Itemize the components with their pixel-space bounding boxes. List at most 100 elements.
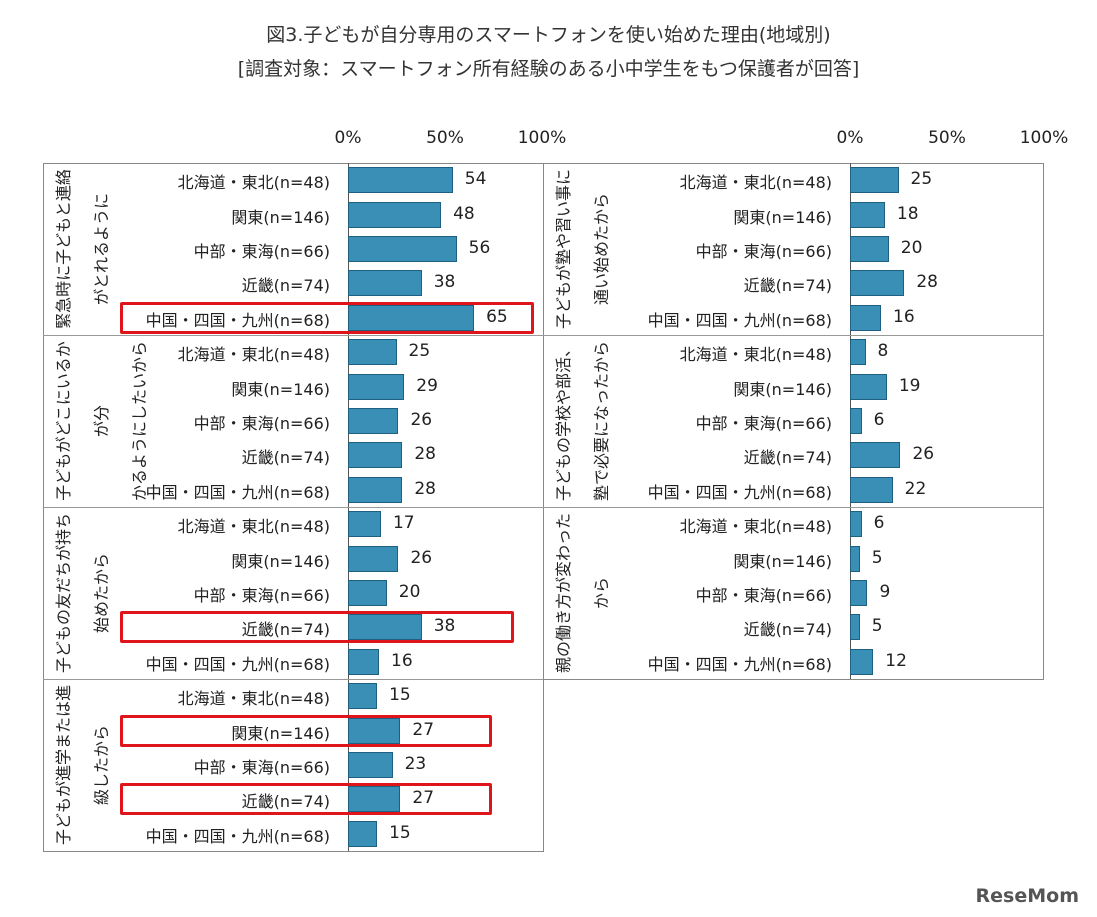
bar xyxy=(850,270,905,297)
bar xyxy=(348,236,457,262)
region-label: 北海道・東北(n=48) xyxy=(177,173,330,193)
chart-title: 図3.子どもが自分専用のスマートフォンを使い始めた理由(地域別) xyxy=(266,24,831,46)
region-label: 北海道・東北(n=48) xyxy=(177,517,330,537)
bar xyxy=(850,167,899,194)
group-divider xyxy=(543,335,1043,336)
bar xyxy=(348,614,422,641)
data-label: 28 xyxy=(414,478,436,499)
bar xyxy=(348,408,399,434)
bar xyxy=(348,580,387,606)
data-label: 22 xyxy=(904,478,927,499)
group-label-line: 始めたから xyxy=(92,553,111,634)
bar xyxy=(850,304,882,331)
group-label-line: から xyxy=(592,577,611,610)
bar xyxy=(348,373,405,400)
data-label: 8 xyxy=(877,341,889,362)
data-label: 26 xyxy=(410,410,433,430)
highlight-box xyxy=(120,783,493,816)
highlight-box xyxy=(120,714,493,747)
data-label: 28 xyxy=(916,272,938,293)
region-label: 中国・四国・九州(n=68) xyxy=(145,654,330,674)
resemom-logo: ReseMom xyxy=(975,885,1079,907)
group-label-line: 級したから xyxy=(92,725,111,806)
chart-subtitle: [調査対象：スマートフォン所有経験のある小中学生をもつ保護者が回答] xyxy=(237,58,860,80)
bar xyxy=(850,201,885,228)
region-label: 近畿(n=74) xyxy=(241,792,330,812)
group-label: 子どもが進学または進 級したから xyxy=(45,679,121,851)
region-label: 北海道・東北(n=48) xyxy=(177,689,330,709)
axis-tick-label: 50% xyxy=(426,128,464,148)
group-label: 子どもがどこにいるかが分 かるようにしたいから xyxy=(45,335,159,507)
axis-tick-label: 100% xyxy=(517,128,567,148)
data-label: 25 xyxy=(910,169,933,190)
data-label: 15 xyxy=(389,822,411,843)
region-label: 関東(n=146) xyxy=(231,379,330,399)
region-label: 近畿(n=74) xyxy=(241,620,330,640)
data-label: 56 xyxy=(468,238,491,258)
group-label-line: 子どもがどこにいるかが分 xyxy=(54,341,111,501)
region-label: 中国・四国・九州(n=68) xyxy=(145,482,330,502)
region-label: 近畿(n=74) xyxy=(743,276,832,296)
data-label: 6 xyxy=(873,513,885,534)
data-label: 6 xyxy=(873,410,885,430)
region-label: 北海道・東北(n=48) xyxy=(177,345,330,365)
region-label: 関東(n=146) xyxy=(231,551,330,571)
bar xyxy=(850,339,866,366)
bar xyxy=(850,545,860,572)
data-label: 5 xyxy=(871,547,883,568)
data-label: 29 xyxy=(416,375,438,396)
region-label: 近畿(n=74) xyxy=(241,276,330,296)
region-label: 近畿(n=74) xyxy=(743,620,832,640)
group-divider xyxy=(43,507,543,508)
bar xyxy=(850,236,889,262)
bar xyxy=(348,717,401,744)
bar xyxy=(348,820,378,847)
group-label: 子どもの学校や部活、 塾で必要になったから xyxy=(545,335,621,507)
data-label: 15 xyxy=(389,685,411,706)
bar xyxy=(850,614,860,641)
data-label: 65 xyxy=(486,306,508,327)
region-label: 中部・東海(n=66) xyxy=(695,242,832,261)
axis-tick-label: 0% xyxy=(836,128,864,148)
axis-tick-label: 0% xyxy=(334,128,362,148)
data-label: 25 xyxy=(408,341,431,362)
data-label: 26 xyxy=(410,547,433,568)
group-label-line: 子どもが進学または進 xyxy=(54,685,73,846)
group-label: 子どもの友だちが持ち 始めたから xyxy=(45,507,121,679)
bar xyxy=(850,408,862,434)
region-label: 北海道・東北(n=48) xyxy=(679,173,832,193)
group-label-line: 子どもが塾や習い事に xyxy=(554,169,573,330)
bar xyxy=(348,201,442,228)
data-label: 28 xyxy=(414,444,436,465)
data-label: 5 xyxy=(871,616,883,637)
data-label: 38 xyxy=(433,272,456,293)
group-divider xyxy=(543,507,1043,508)
bar xyxy=(348,511,381,538)
data-label: 23 xyxy=(404,754,427,774)
bar xyxy=(348,167,453,194)
data-label: 16 xyxy=(893,306,915,327)
bar xyxy=(348,752,393,778)
region-label: 関東(n=146) xyxy=(733,207,832,227)
region-label: 中部・東海(n=66) xyxy=(193,414,330,433)
bar xyxy=(348,648,380,675)
region-label: 中国・四国・九州(n=68) xyxy=(647,310,832,330)
data-label: 26 xyxy=(912,444,935,465)
region-label: 中部・東海(n=66) xyxy=(193,758,330,777)
region-label: 関東(n=146) xyxy=(733,551,832,571)
group-label: 親の働き方が変わった から xyxy=(545,507,621,679)
data-label: 18 xyxy=(896,203,919,224)
region-label: 関東(n=146) xyxy=(733,379,832,399)
region-label: 中国・四国・九州(n=68) xyxy=(647,482,832,502)
group-label-line: 通い始めたから xyxy=(592,193,611,306)
data-label: 17 xyxy=(392,513,415,534)
bar xyxy=(850,373,887,400)
data-label: 54 xyxy=(464,169,487,190)
group-label-line: 子どもの友だちが持ち xyxy=(54,513,73,674)
axis-tick-label: 100% xyxy=(1019,128,1069,148)
data-label: 20 xyxy=(398,582,421,602)
group-divider xyxy=(43,679,543,680)
bar xyxy=(850,511,862,538)
region-label: 中部・東海(n=66) xyxy=(695,414,832,433)
